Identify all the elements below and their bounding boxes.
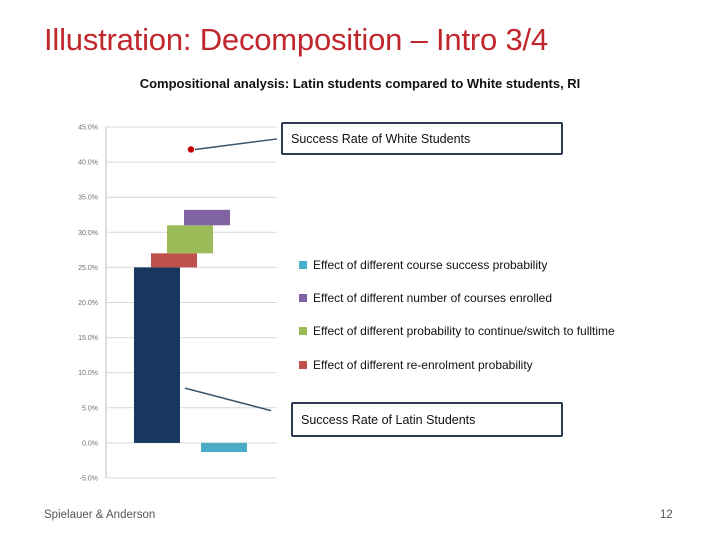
white-success-callout: Success Rate of White Students	[281, 122, 563, 155]
legend-label-num-courses: Effect of different number of courses en…	[313, 291, 553, 306]
legend-item-num-courses: Effect of different number of courses en…	[299, 281, 615, 314]
bar-latin-success-rate	[134, 267, 180, 443]
page-number: 12	[660, 509, 673, 521]
bar-continue-fulltime-effect	[167, 225, 213, 254]
y-tick-label: 20.0%	[78, 300, 98, 307]
legend-label-course-success: Effect of different course success proba…	[313, 257, 548, 272]
y-tick-label: 0.0%	[82, 440, 98, 447]
y-tick-label: 5.0%	[82, 405, 98, 412]
white-rate-connector-line	[194, 138, 278, 151]
y-tick-label: 40.0%	[78, 160, 98, 167]
y-tick-label: 30.0%	[78, 230, 98, 237]
y-tick-label: 10.0%	[78, 370, 98, 377]
legend-item-course-success: Effect of different course success proba…	[299, 248, 615, 281]
latin-rate-connector-line	[184, 387, 272, 412]
waterfall-chart: -5.0% 0.0% 5.0% 10.0% 15.0% 20.0% 25.0% 30.0% 35…	[78, 125, 278, 483]
legend-item-re-enrolment: Effect of different re-enrolment probabi…	[299, 348, 615, 381]
legend-swatch-continue-fulltime	[299, 327, 307, 336]
latin-success-callout: Success Rate of Latin Students	[291, 402, 563, 437]
y-tick-label: 45.0%	[78, 125, 98, 132]
bar-re-enrolment-effect	[151, 253, 197, 268]
white-success-rate-marker	[187, 146, 195, 153]
legend-label-re-enrolment: Effect of different re-enrolment probabi…	[313, 357, 533, 372]
legend-item-continue-fulltime: Effect of different probability to conti…	[299, 315, 615, 348]
legend-swatch-num-courses	[299, 294, 307, 303]
footer-author: Spielauer & Anderson	[44, 509, 156, 521]
bar-num-courses-effect	[184, 209, 230, 226]
chart-legend: Effect of different course success proba…	[299, 248, 615, 382]
y-tick-label: 35.0%	[78, 195, 98, 202]
chart-title: Compositional analysis: Latin students c…	[139, 76, 581, 91]
y-tick-label: 25.0%	[78, 265, 98, 272]
bar-course-success-effect	[201, 442, 247, 453]
legend-label-continue-fulltime: Effect of different probability to conti…	[313, 324, 615, 339]
slide-title: Illustration: Decomposition – Intro 3/4	[44, 22, 548, 57]
legend-swatch-course-success	[299, 260, 307, 269]
legend-swatch-re-enrolment	[299, 360, 307, 369]
y-tick-label: 15.0%	[78, 335, 98, 342]
y-tick-label: -5.0%	[80, 476, 98, 483]
